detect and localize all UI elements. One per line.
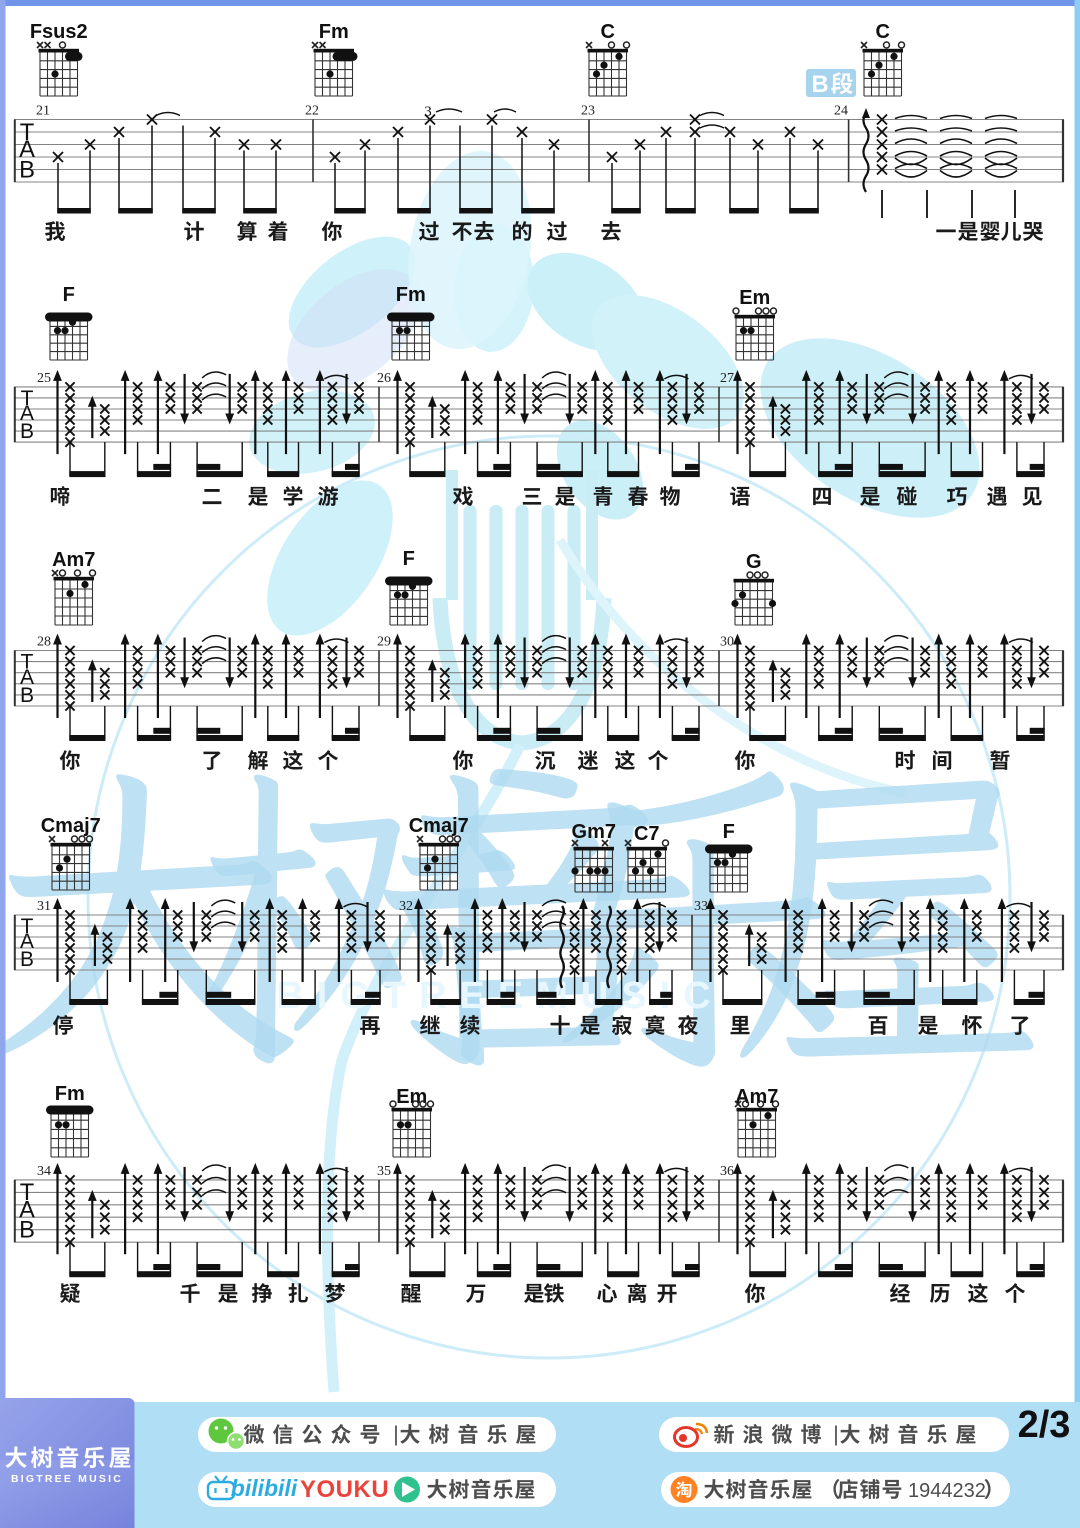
svg-text:T: T [21,915,34,938]
svg-text:T: T [20,1180,34,1206]
svg-text:T: T [21,387,34,410]
svg-text:23: 23 [581,104,595,119]
svg-text:A: A [19,136,35,163]
svg-text:33: 33 [694,899,708,914]
svg-text:29: 29 [377,635,391,650]
svg-text:36: 36 [720,1164,734,1179]
svg-text:25: 25 [37,371,51,386]
svg-text:bilibili: bilibili [231,1475,298,1501]
svg-text:Fm: Fm [319,21,349,43]
svg-text:G: G [746,551,762,573]
svg-text:A: A [20,666,35,689]
svg-text:2/3: 2/3 [1018,1404,1071,1446]
svg-text:35: 35 [377,1164,391,1179]
svg-text:B: B [20,684,34,707]
svg-text:21: 21 [36,104,50,119]
svg-text:C: C [876,21,890,43]
svg-text:BIGTREE MUSIC: BIGTREE MUSIC [11,1473,123,1485]
svg-text:F: F [63,284,75,306]
svg-text:34: 34 [37,1164,51,1179]
svg-text:27: 27 [720,371,734,386]
svg-text:C: C [601,21,615,43]
svg-text:Gm7: Gm7 [572,821,616,843]
svg-text:A: A [20,930,34,953]
svg-text:T: T [20,119,35,146]
svg-text:A: A [20,402,34,425]
svg-text:26: 26 [377,371,391,386]
svg-text:|: | [833,1423,838,1446]
svg-text:Am7: Am7 [52,549,95,571]
svg-text:B: B [20,420,34,443]
svg-text:BIGTREEMUSIC: BIGTREEMUSIC [276,975,723,1017]
svg-text:C7: C7 [634,823,660,845]
svg-text:Cmaj7: Cmaj7 [41,815,101,837]
svg-text:Em: Em [396,1086,427,1108]
svg-text:30: 30 [720,635,734,650]
svg-text:Fm: Fm [55,1083,85,1105]
svg-text:22: 22 [305,104,319,119]
svg-text:32: 32 [399,899,413,914]
svg-text:T: T [21,650,34,673]
svg-text:28: 28 [37,635,51,650]
svg-text:B: B [20,948,34,971]
svg-text:B: B [811,71,828,98]
svg-text:Am7: Am7 [735,1086,778,1108]
svg-text:31: 31 [37,899,51,914]
svg-text:F: F [723,821,735,843]
svg-text:F: F [403,548,415,570]
svg-text:Fsus2: Fsus2 [30,21,88,43]
svg-text:Fm: Fm [396,284,426,306]
svg-text:24: 24 [834,104,848,119]
svg-text:|: | [393,1423,398,1446]
svg-text:Em: Em [739,287,770,309]
svg-text:YOUKU: YOUKU [300,1476,389,1503]
svg-text:Cmaj7: Cmaj7 [409,815,469,837]
svg-text:B: B [19,1217,35,1243]
svg-text:A: A [19,1197,35,1223]
svg-text:3: 3 [424,104,432,120]
svg-text:B: B [19,156,35,183]
svg-text:1944232: 1944232 [908,1480,986,1502]
